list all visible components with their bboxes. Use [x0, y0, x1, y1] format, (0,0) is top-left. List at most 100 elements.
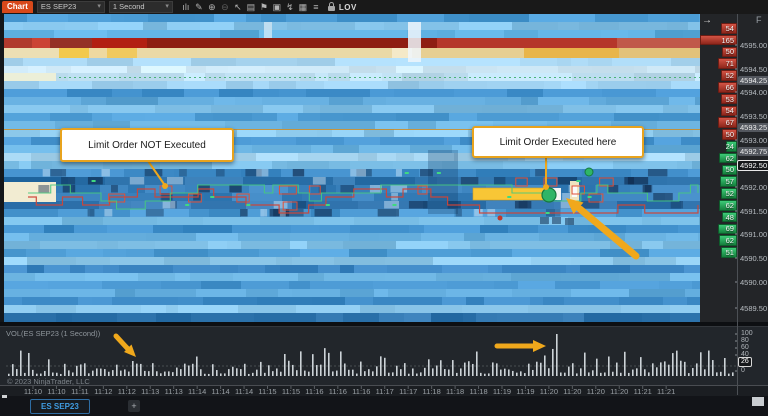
dom-size-bar-bid: 48	[721, 211, 737, 223]
last-price-marker: 4592.50	[737, 160, 768, 171]
heatmap-segment	[424, 225, 482, 233]
heatmap-segment	[315, 313, 344, 322]
heatmap-segment	[359, 145, 412, 153]
trend-icon[interactable]: ↯	[286, 1, 294, 12]
heatmap-segment	[329, 161, 352, 169]
scroll-to-latest-icon[interactable]: →	[702, 15, 712, 26]
heatmap-segment	[296, 137, 346, 145]
region-icon[interactable]: ▣	[272, 1, 282, 12]
heatmap-canvas[interactable]	[4, 14, 700, 322]
heatmap-segment	[617, 201, 683, 209]
dom-size-value: 50	[725, 129, 734, 139]
heatmap-segment	[511, 22, 560, 30]
heatmap-segment	[253, 81, 270, 89]
heatmap-segment	[372, 297, 397, 305]
interval-dropdown[interactable]: 1 Second ▾	[108, 1, 173, 13]
heatmap-segment	[105, 97, 159, 105]
heatmap-segment	[23, 22, 67, 30]
instrument-dropdown[interactable]: ES SEP23 ▾	[36, 1, 105, 13]
heatmap-row	[4, 225, 700, 233]
heatmap-segment	[18, 185, 75, 193]
heatmap-segment	[418, 217, 485, 225]
heatmap-segment	[4, 281, 49, 289]
heatmap-segment	[118, 241, 156, 249]
heatmap-segment	[137, 273, 177, 281]
heatmap-segment	[392, 48, 412, 58]
annotation-not-executed[interactable]: Limit Order NOT Executed	[60, 128, 234, 162]
heatmap-segment	[4, 66, 29, 73]
heatmap-segment	[172, 265, 222, 273]
heatmap-segment	[437, 30, 456, 38]
heatmap-row	[4, 38, 700, 48]
time-tick-label: 11:11	[71, 387, 89, 396]
heatmap-segment	[454, 30, 505, 38]
cursor-icon[interactable]: ↖	[234, 1, 242, 12]
heatmap-segment	[200, 22, 235, 30]
heatmap-segment	[662, 241, 700, 249]
heatmap-segment	[258, 30, 301, 38]
heatmap-segment	[26, 265, 46, 273]
heatmap-segment	[297, 273, 325, 281]
heatmap-segment	[422, 201, 474, 209]
heatmap-segment	[291, 289, 341, 297]
heatmap-segment	[686, 297, 700, 305]
lock-icon[interactable]	[327, 1, 335, 11]
chart-type-icon[interactable]: ılı	[182, 1, 190, 12]
heatmap-segment	[572, 73, 635, 81]
heatmap-segment	[296, 58, 337, 66]
annotation-executed[interactable]: Limit Order Executed here	[472, 126, 644, 158]
heatmap-segment	[31, 161, 53, 169]
volume-axis-label: 40	[741, 351, 749, 358]
heatmap-row	[4, 257, 700, 265]
flag-icon[interactable]: ⚑	[259, 1, 268, 12]
heatmap-segment	[4, 273, 37, 281]
dom-size-value: 50	[725, 47, 734, 57]
heatmap-segment	[116, 313, 158, 322]
heatmap-segment	[644, 257, 677, 265]
heatmap-row	[4, 281, 700, 289]
heatmap-segment	[698, 233, 700, 241]
heatmap-segment	[251, 137, 298, 145]
heatmap-segment	[284, 177, 334, 185]
tab-es-sep23[interactable]: ES SEP23	[30, 399, 90, 414]
heatmap-segment	[394, 89, 455, 97]
heatmap-segment	[300, 249, 351, 257]
heatmap-segment	[268, 81, 297, 89]
add-tab-button[interactable]: +	[128, 400, 140, 412]
snapshot-icon[interactable]: ▤	[246, 1, 256, 12]
heatmap-segment	[301, 22, 356, 30]
volume-panel[interactable]	[0, 326, 768, 386]
dom-size-value: 67	[725, 118, 734, 128]
grid-icon[interactable]: ▦	[298, 1, 308, 12]
heatmap-segment	[480, 225, 509, 233]
heatmap-segment	[4, 305, 38, 313]
order-price-marker: 4592.75	[738, 147, 768, 156]
heatmap-segment	[395, 58, 459, 66]
panel-grip[interactable]	[2, 395, 7, 398]
heatmap-segment	[4, 257, 28, 265]
time-tick-label: 11:10	[47, 387, 66, 396]
zoom-out-icon[interactable]: ⊖	[221, 1, 229, 12]
time-tick-label: 11:12	[117, 387, 136, 396]
draw-tool-icon[interactable]: ✎	[195, 1, 203, 12]
heatmap-row	[4, 66, 700, 73]
panel-divider[interactable]	[0, 322, 768, 326]
heatmap-segment	[370, 249, 388, 257]
heatmap-segment	[4, 30, 55, 38]
heatmap-segment	[4, 177, 69, 185]
heatmap-segment	[661, 217, 700, 225]
heatmap-segment	[486, 201, 529, 209]
heatmap-segment	[483, 297, 532, 305]
tab-chart[interactable]: Chart	[2, 1, 33, 13]
heatmap-segment	[145, 233, 197, 241]
zoom-in-icon[interactable]: ⊕	[208, 1, 216, 12]
heatmap-segment	[226, 81, 254, 89]
scrollbar-thumb[interactable]	[752, 397, 764, 406]
time-tick-label: 11:15	[258, 387, 277, 396]
heatmap-segment	[335, 58, 397, 66]
dom-size-bar-bid: 51	[721, 247, 737, 258]
heatmap-segment	[132, 58, 193, 66]
indicators-icon[interactable]: ≡	[313, 1, 319, 12]
heatmap-segment	[218, 89, 255, 97]
dom-size-bar-bid: 52	[721, 188, 737, 199]
